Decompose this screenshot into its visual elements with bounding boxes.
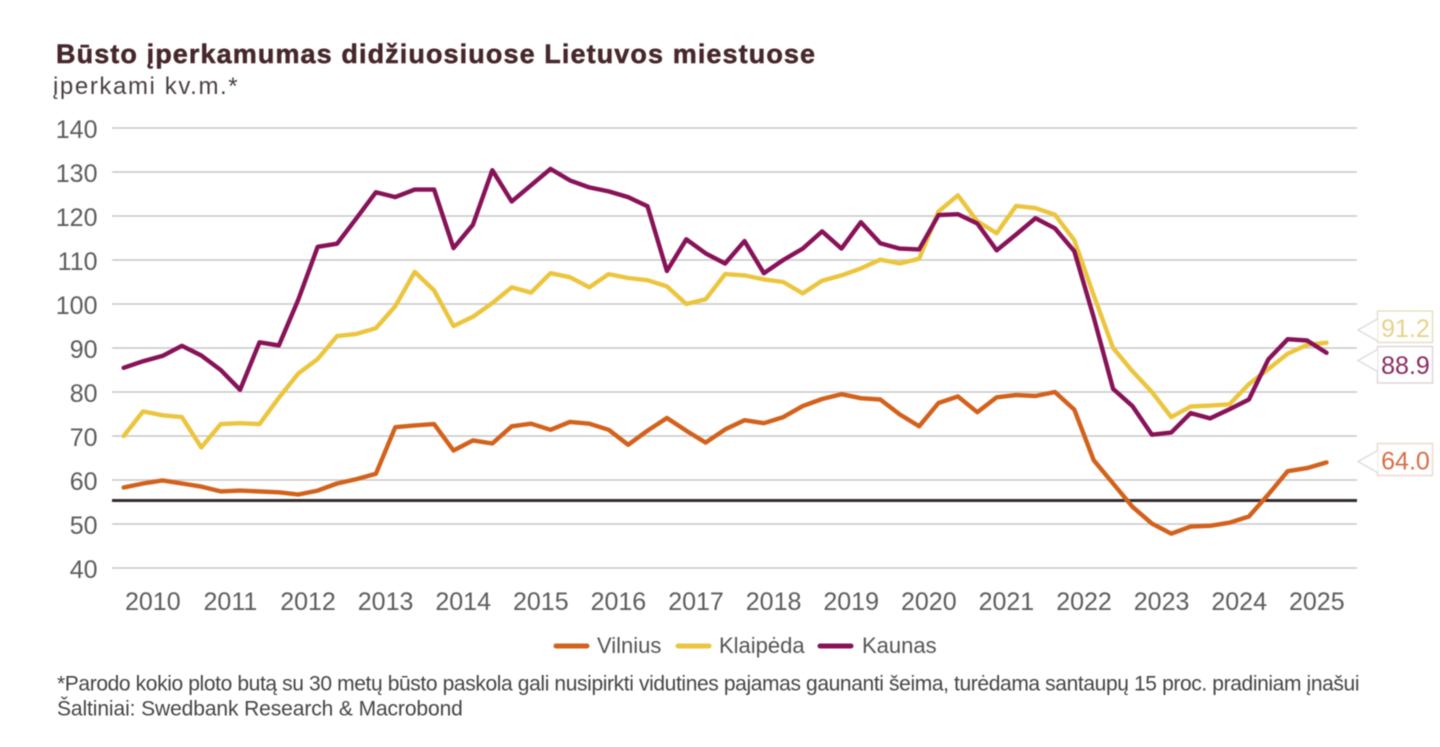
svg-text:2025: 2025 [1289, 588, 1345, 616]
svg-text:2019: 2019 [823, 588, 879, 616]
svg-text:90: 90 [70, 336, 98, 364]
svg-text:70: 70 [70, 424, 98, 452]
svg-text:Būsto įperkamumas didžiuosiuos: Būsto įperkamumas didžiuosiuose Lietuvos… [56, 39, 816, 69]
svg-text:Vilnius: Vilnius [597, 633, 661, 658]
svg-text:50: 50 [70, 512, 98, 540]
svg-text:Šaltiniai: Swedbank Research &: Šaltiniai: Swedbank Research & Macrobond [57, 698, 463, 721]
svg-text:2013: 2013 [358, 588, 414, 616]
svg-text:2012: 2012 [280, 588, 336, 616]
svg-text:Kaunas: Kaunas [862, 633, 937, 658]
svg-text:88.9: 88.9 [1381, 352, 1430, 380]
svg-text:80: 80 [70, 380, 98, 408]
svg-text:Klaipėda: Klaipėda [719, 633, 805, 658]
svg-text:130: 130 [56, 160, 98, 188]
svg-text:2014: 2014 [435, 588, 491, 616]
svg-text:140: 140 [56, 116, 98, 144]
svg-text:2016: 2016 [591, 588, 647, 616]
svg-text:120: 120 [56, 204, 98, 232]
svg-text:40: 40 [70, 556, 98, 584]
svg-text:2011: 2011 [204, 588, 258, 616]
svg-text:60: 60 [70, 468, 98, 496]
svg-text:2017: 2017 [668, 588, 724, 616]
svg-text:110: 110 [58, 248, 98, 276]
svg-text:2015: 2015 [513, 588, 569, 616]
svg-text:2021: 2021 [979, 588, 1035, 616]
svg-text:64.0: 64.0 [1381, 448, 1430, 476]
svg-text:2022: 2022 [1056, 588, 1112, 616]
svg-text:2010: 2010 [125, 588, 181, 616]
svg-text:2020: 2020 [901, 588, 957, 616]
svg-text:2018: 2018 [746, 588, 802, 616]
svg-text:įperkami kv.m.*: įperkami kv.m.* [53, 73, 239, 100]
svg-text:91.2: 91.2 [1381, 315, 1430, 343]
svg-text:2024: 2024 [1211, 588, 1267, 616]
svg-text:*Parodo kokio ploto butą su 30: *Parodo kokio ploto butą su 30 metų būst… [57, 673, 1359, 696]
svg-text:100: 100 [56, 292, 98, 320]
svg-text:2023: 2023 [1134, 588, 1190, 616]
